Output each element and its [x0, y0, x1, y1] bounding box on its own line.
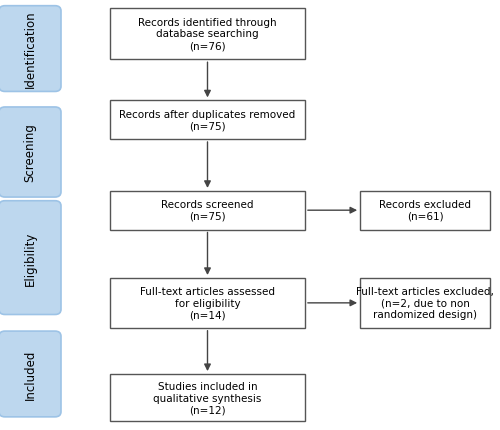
FancyBboxPatch shape [0, 108, 61, 198]
FancyBboxPatch shape [0, 331, 61, 417]
Text: Eligibility: Eligibility [24, 231, 36, 285]
Text: Records screened
(n=75): Records screened (n=75) [161, 200, 254, 221]
FancyBboxPatch shape [0, 201, 61, 315]
Bar [110, 374, 305, 421]
Bar [360, 279, 490, 328]
Bar [360, 191, 490, 230]
Bar [110, 101, 305, 140]
Bar [110, 191, 305, 230]
Text: Studies included in
qualitative synthesis
(n=12): Studies included in qualitative synthesi… [154, 381, 262, 415]
FancyBboxPatch shape [0, 7, 61, 92]
Text: Records identified through
database searching
(n=76): Records identified through database sear… [138, 18, 277, 51]
Text: Included: Included [24, 349, 36, 399]
Text: Screening: Screening [24, 123, 36, 182]
Text: Records excluded
(n=61): Records excluded (n=61) [379, 200, 471, 221]
Text: Full-text articles assessed
for eligibility
(n=14): Full-text articles assessed for eligibil… [140, 286, 275, 320]
Bar [110, 9, 305, 60]
Bar [110, 279, 305, 328]
Text: Full-text articles excluded,
(n=2, due to non
randomized design): Full-text articles excluded, (n=2, due t… [356, 286, 494, 320]
Text: Identification: Identification [24, 11, 36, 88]
Text: Records after duplicates removed
(n=75): Records after duplicates removed (n=75) [120, 110, 296, 131]
